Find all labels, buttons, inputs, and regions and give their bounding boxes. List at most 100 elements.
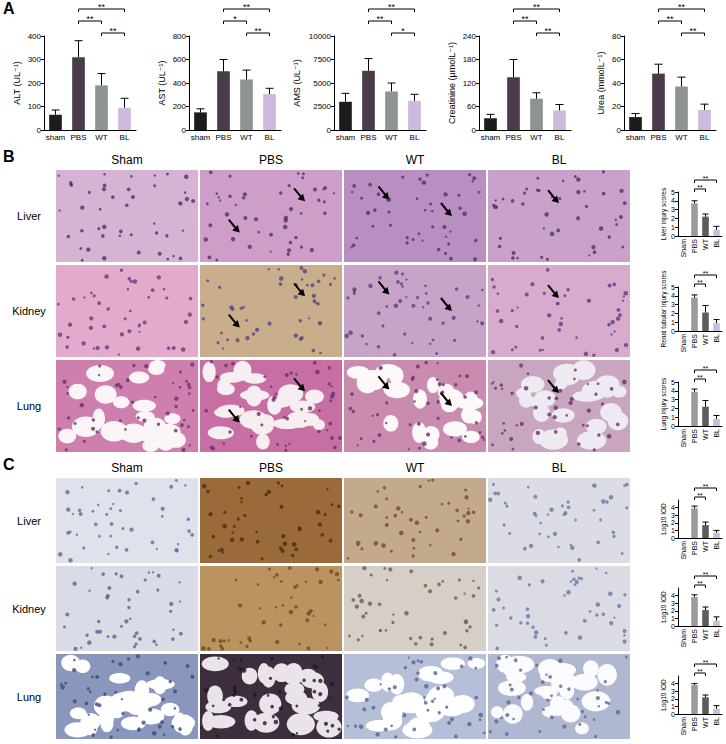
svg-text:5: 5 [671,189,675,196]
svg-text:60: 60 [612,55,621,64]
svg-text:BL: BL [552,153,567,167]
svg-text:PBS: PBS [650,133,666,142]
svg-text:WT: WT [530,133,543,142]
svg-text:WT: WT [702,540,709,552]
svg-text:BL: BL [700,133,710,142]
svg-text:**: ** [703,270,709,277]
svg-text:**: ** [254,26,262,36]
svg-text:WT: WT [406,153,425,167]
svg-text:**: ** [703,365,709,372]
svg-text:C: C [3,456,15,473]
svg-text:0: 0 [671,423,675,430]
svg-text:2: 2 [671,695,675,702]
svg-text:sham: sham [481,133,501,142]
svg-text:400: 400 [28,32,42,41]
svg-text:PBS: PBS [70,133,86,142]
svg-text:Log10 IOD: Log10 IOD [660,503,668,535]
svg-text:PBS: PBS [691,629,698,643]
svg-text:2: 2 [671,405,675,412]
svg-text:Liver: Liver [17,515,41,527]
svg-text:PBS: PBS [259,153,283,167]
svg-text:40: 40 [612,79,621,88]
svg-text:2500: 2500 [313,102,331,111]
svg-text:**: ** [98,2,106,12]
svg-text:WT: WT [702,716,709,728]
svg-text:BL: BL [713,334,720,343]
svg-text:1: 1 [671,224,675,231]
svg-text:200: 200 [173,102,187,111]
svg-text:Sham: Sham [111,153,142,167]
svg-text:**: ** [678,2,686,12]
svg-text:**: ** [533,2,541,12]
svg-text:sham: sham [336,133,356,142]
svg-text:300: 300 [28,55,42,64]
svg-text:3: 3 [671,301,675,308]
svg-text:60: 60 [467,102,476,111]
svg-text:3: 3 [671,600,675,607]
svg-text:3: 3 [671,206,675,213]
svg-text:PBS: PBS [360,133,376,142]
svg-text:Log10 IOD: Log10 IOD [660,679,668,711]
svg-text:Urea (mmolL⁻¹): Urea (mmolL⁻¹) [596,52,606,115]
svg-text:**: ** [376,14,384,24]
svg-text:20: 20 [612,102,621,111]
svg-text:Lung: Lung [17,691,41,703]
svg-text:120: 120 [463,79,477,88]
svg-text:**: ** [243,2,251,12]
svg-text:BL: BL [713,541,720,550]
svg-text:PBS: PBS [505,133,521,142]
svg-text:AMS (UL⁻¹): AMS (UL⁻¹) [292,59,302,106]
svg-text:WT: WT [675,133,688,142]
svg-text:**: ** [521,14,529,24]
svg-text:BL: BL [713,717,720,726]
svg-text:3: 3 [671,396,675,403]
svg-text:**: ** [703,659,709,666]
svg-text:800: 800 [173,32,187,41]
svg-text:4: 4 [671,197,675,204]
svg-text:PBS: PBS [259,461,283,475]
svg-text:**: ** [109,26,117,36]
svg-text:0: 0 [617,126,622,135]
svg-text:2: 2 [671,519,675,526]
svg-text:240: 240 [463,32,477,41]
svg-text:4: 4 [671,680,675,687]
svg-text:**: ** [703,483,709,490]
svg-text:5: 5 [671,284,675,291]
svg-text:ALT (UL⁻¹): ALT (UL⁻¹) [12,61,22,104]
svg-text:BL: BL [410,133,420,142]
svg-text:Kidney: Kidney [12,603,46,615]
svg-text:WT: WT [385,133,398,142]
svg-text:sham: sham [626,133,646,142]
svg-text:Kidney: Kidney [12,305,46,317]
svg-text:3: 3 [671,688,675,695]
svg-text:Creatinine (μmolL⁻¹): Creatinine (μmolL⁻¹) [447,42,457,124]
svg-text:Sham: Sham [680,541,687,559]
svg-text:0: 0 [671,233,675,240]
svg-text:Sham: Sham [680,717,687,735]
svg-text:Sham: Sham [680,429,687,447]
svg-text:1: 1 [671,703,675,710]
svg-text:0: 0 [671,328,675,335]
svg-text:*: * [233,14,237,24]
svg-text:**: ** [697,492,703,499]
svg-text:0: 0 [327,126,332,135]
svg-text:WT: WT [240,133,253,142]
svg-text:PBS: PBS [215,133,231,142]
svg-text:Renal tubular injury scores: Renal tubular injury scores [660,270,668,348]
svg-text:**: ** [697,374,703,381]
svg-text:Sham: Sham [680,334,687,352]
svg-text:**: ** [86,14,94,24]
svg-text:180: 180 [463,55,477,64]
svg-text:BL: BL [265,133,275,142]
svg-text:PBS: PBS [691,334,698,348]
svg-text:Lung: Lung [17,400,41,412]
svg-text:3: 3 [671,512,675,519]
svg-text:sham: sham [46,133,66,142]
svg-text:*: * [401,26,405,36]
svg-text:**: ** [697,580,703,587]
svg-text:BL: BL [555,133,565,142]
svg-text:WT: WT [406,461,425,475]
svg-text:WT: WT [95,133,108,142]
svg-text:B: B [3,148,15,165]
svg-text:2: 2 [671,310,675,317]
